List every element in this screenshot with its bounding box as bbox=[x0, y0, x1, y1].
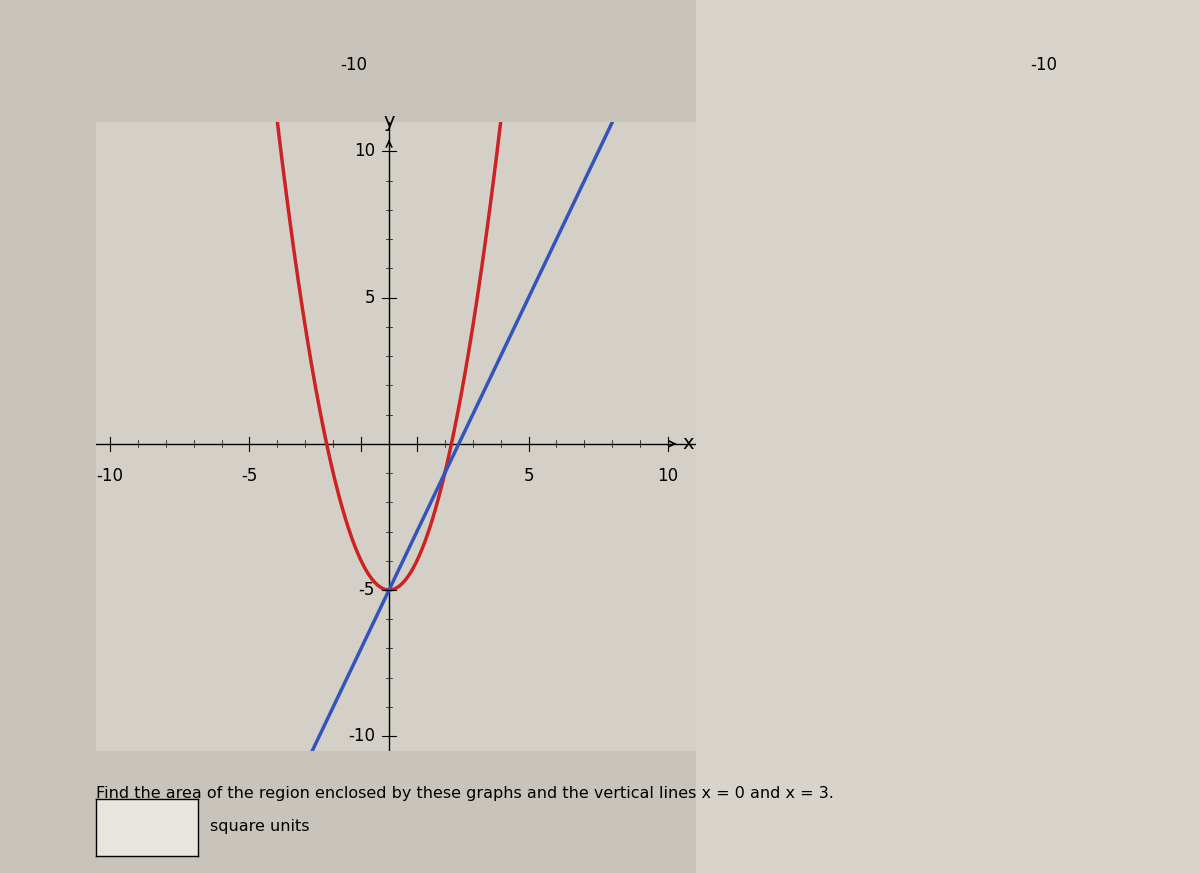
Text: -10: -10 bbox=[1031, 56, 1057, 74]
Text: -10: -10 bbox=[348, 727, 376, 746]
Text: -5: -5 bbox=[241, 467, 258, 485]
Text: x: x bbox=[682, 434, 694, 453]
Text: 10: 10 bbox=[658, 467, 679, 485]
Text: 5: 5 bbox=[523, 467, 534, 485]
Text: 10: 10 bbox=[354, 142, 376, 161]
Text: 5: 5 bbox=[365, 289, 376, 306]
Text: Find the area of the region enclosed by these graphs and the vertical lines x = : Find the area of the region enclosed by … bbox=[96, 786, 834, 801]
Text: y: y bbox=[383, 112, 395, 131]
Text: -10: -10 bbox=[96, 467, 124, 485]
Text: square units: square units bbox=[210, 819, 310, 835]
Text: -10: -10 bbox=[341, 56, 367, 74]
Text: -5: -5 bbox=[359, 581, 376, 599]
